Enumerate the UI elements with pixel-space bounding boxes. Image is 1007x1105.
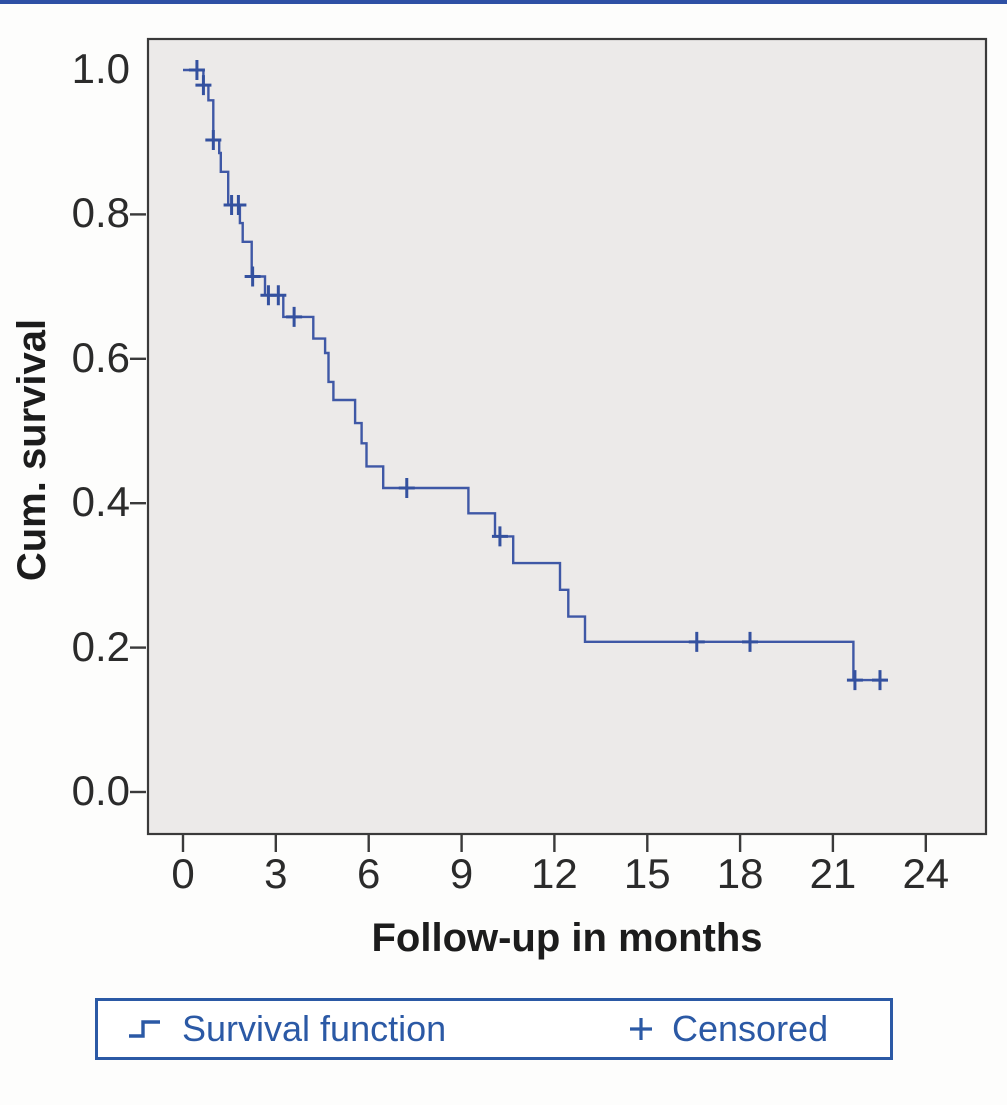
x-tick-label: 9	[449, 850, 474, 897]
x-tick-label: 3	[264, 850, 288, 897]
y-tick-label: 0.8	[71, 189, 130, 237]
censor-mark	[846, 670, 863, 691]
y-axis-title: Cum. survival	[10, 318, 54, 582]
x-tick-label: 18	[716, 850, 764, 897]
y-tick-label: 0.6	[71, 333, 130, 381]
legend-item-survival: Survival function	[126, 1001, 446, 1057]
y-tick-label: 0.2	[71, 622, 130, 670]
censor-mark	[195, 75, 212, 96]
plus-icon	[630, 1018, 652, 1040]
plot-area-background	[146, 37, 988, 836]
y-tick-label: 0.0	[71, 767, 130, 814]
top-accent-rule	[0, 0, 1007, 4]
x-tick-label: 24	[902, 850, 950, 897]
survival-curve	[183, 68, 887, 682]
survival-plot	[130, 37, 988, 852]
censor-mark	[398, 478, 415, 499]
y-tick-label: 0.4	[71, 478, 130, 526]
censor-mark	[205, 130, 222, 151]
censor-mark	[230, 195, 247, 216]
axis-tick-marks	[130, 213, 927, 852]
censored-plus-marks	[188, 60, 888, 691]
censor-mark	[871, 670, 888, 691]
legend: Survival function Censored	[95, 998, 893, 1060]
x-tick-label: 0	[171, 850, 195, 897]
censor-mark	[491, 526, 508, 547]
x-tick-label: 6	[357, 850, 381, 897]
legend-censored-label: Censored	[672, 1008, 829, 1049]
x-tick-label: 15	[623, 850, 671, 897]
x-tick-label: 21	[809, 850, 857, 897]
censor-mark	[688, 631, 705, 652]
step-line-icon	[129, 1020, 160, 1038]
y-tick-label: 1.0	[71, 45, 130, 92]
x-axis-title: Follow-up in months	[371, 916, 763, 960]
censor-mark	[742, 631, 759, 652]
censor-mark	[244, 266, 261, 287]
legend-item-censored: Censored	[626, 1001, 828, 1057]
censor-mark	[270, 285, 287, 306]
x-tick-label: 12	[531, 850, 578, 897]
legend-survival-label: Survival function	[182, 1008, 447, 1049]
censor-mark	[188, 60, 205, 80]
censor-mark	[286, 306, 303, 327]
